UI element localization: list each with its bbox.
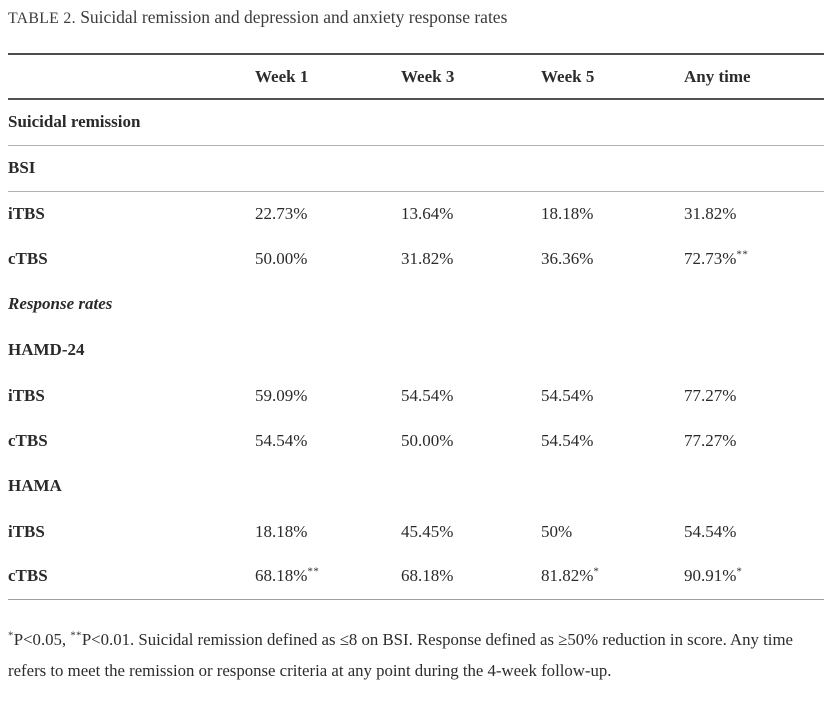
table-title-text: Suicidal remission and depression and an… (75, 7, 508, 27)
section-label: Suicidal remission (8, 112, 141, 132)
cell-week-3: 45.45% (401, 509, 541, 554)
header-empty-cell (8, 54, 255, 99)
cell-value: 81.82% (541, 566, 594, 586)
col-header-week-3: Week 3 (401, 66, 455, 86)
row-hama-itbs: iTBS 18.18% 45.45% 50% 54.54% (8, 509, 824, 554)
cell-any-time: 72.73%** (684, 236, 824, 281)
cell-week-1: 50.00% (255, 236, 401, 281)
table-title: TABLE 2. Suicidal remission and depressi… (8, 5, 824, 31)
cell-value: 54.54% (541, 430, 594, 450)
footnote-text: P<0.01. Suicidal remission defined as ≤8… (8, 629, 793, 681)
cell-week-3: 31.82% (401, 236, 541, 281)
cell-value: 36.36% (541, 248, 594, 268)
col-header-week-5: Week 5 (541, 66, 595, 86)
cell-value: 54.54% (684, 521, 737, 541)
cell-value: 18.18% (255, 521, 308, 541)
significance-marker: ** (736, 247, 749, 260)
significance-marker: ** (307, 565, 320, 578)
footnote-text: P<0.05, (13, 629, 71, 649)
section-row-hama: HAMA (8, 463, 824, 509)
cell-value: 22.73% (255, 203, 308, 223)
significance-marker: * (593, 565, 600, 578)
cell-any-time: 77.27% (684, 373, 824, 418)
row-hamd24-itbs: iTBS 59.09% 54.54% 54.54% 77.27% (8, 373, 824, 418)
cell-value: 45.45% (401, 521, 454, 541)
cell-week-1: 18.18% (255, 509, 401, 554)
cell-value: 59.09% (255, 385, 308, 405)
cell-value: 77.27% (684, 430, 737, 450)
table-footnote: *P<0.05, **P<0.01. Suicidal remission de… (8, 624, 808, 687)
cell-week-5: 36.36% (541, 236, 684, 281)
section-row-bsi: BSI (8, 145, 824, 191)
section-label: HAMD-24 (8, 340, 85, 359)
cell-value: 68.18% (255, 566, 308, 586)
row-label: iTBS (8, 203, 45, 223)
row-bsi-itbs: iTBS 22.73% 13.64% 18.18% 31.82% (8, 191, 824, 236)
cell-value: 77.27% (684, 385, 737, 405)
cell-value: 18.18% (541, 203, 594, 223)
cell-week-1: 54.54% (255, 418, 401, 463)
table-header-row: Week 1 Week 3 Week 5 Any time (8, 54, 824, 99)
cell-week-3: 50.00% (401, 418, 541, 463)
cell-value: 54.54% (541, 385, 594, 405)
cell-week-3: 68.18% (401, 554, 541, 599)
section-label: BSI (8, 158, 36, 177)
cell-value: 50.00% (401, 430, 454, 450)
row-label: iTBS (8, 385, 45, 405)
cell-value: 31.82% (684, 203, 737, 223)
section-row-suicidal-remission: Suicidal remission (8, 99, 824, 145)
row-label: iTBS (8, 521, 45, 541)
significance-marker: * (8, 629, 14, 641)
cell-week-5: 54.54% (541, 418, 684, 463)
cell-value: 50% (541, 521, 573, 541)
cell-value: 72.73% (684, 248, 737, 268)
cell-week-3: 54.54% (401, 373, 541, 418)
cell-week-1: 22.73% (255, 191, 401, 236)
cell-week-5: 81.82%* (541, 554, 684, 599)
row-hamd24-ctbs: cTBS 54.54% 50.00% 54.54% 77.27% (8, 418, 824, 463)
cell-value: 54.54% (255, 430, 308, 450)
row-label: cTBS (8, 248, 48, 268)
cell-any-time: 90.91%* (684, 554, 824, 599)
cell-week-5: 54.54% (541, 373, 684, 418)
cell-value: 54.54% (401, 385, 454, 405)
cell-week-3: 13.64% (401, 191, 541, 236)
row-bsi-ctbs: cTBS 50.00% 31.82% 36.36% 72.73%** (8, 236, 824, 281)
cell-any-time: 54.54% (684, 509, 824, 554)
cell-value: 50.00% (255, 248, 308, 268)
cell-value: 13.64% (401, 203, 454, 223)
cell-week-5: 18.18% (541, 191, 684, 236)
cell-value: 31.82% (401, 248, 454, 268)
section-row-response-rates: Response rates (8, 281, 824, 327)
table-number-label: TABLE 2. (8, 10, 76, 27)
cell-week-1: 68.18%** (255, 554, 401, 599)
col-header-any-time: Any time (684, 66, 751, 86)
cell-week-1: 59.09% (255, 373, 401, 418)
row-hama-ctbs: cTBS 68.18%** 68.18% 81.82%* 90.91%* (8, 554, 824, 599)
data-table: Week 1 Week 3 Week 5 Any time Suicidal r… (8, 53, 824, 600)
cell-any-time: 31.82% (684, 191, 824, 236)
section-label: Response rates (8, 294, 113, 313)
col-header-week-1: Week 1 (255, 66, 309, 86)
section-label: HAMA (8, 476, 62, 495)
significance-marker: * (736, 565, 743, 578)
cell-value: 68.18% (401, 566, 454, 586)
cell-week-5: 50% (541, 509, 684, 554)
section-row-hamd-24: HAMD-24 (8, 327, 824, 373)
cell-value: 90.91% (684, 566, 737, 586)
row-label: cTBS (8, 430, 48, 450)
significance-marker: ** (70, 629, 82, 641)
cell-any-time: 77.27% (684, 418, 824, 463)
row-label: cTBS (8, 566, 48, 586)
